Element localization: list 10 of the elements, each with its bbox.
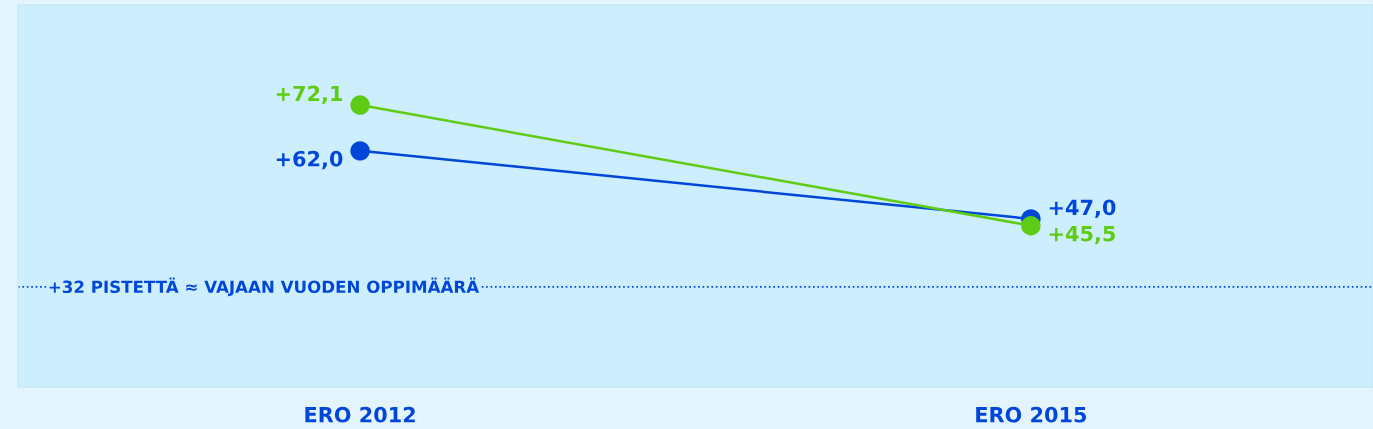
x-tick-label: ERO 2012 (305, 406, 415, 423)
data-label: +45,5 (1049, 225, 1115, 245)
x-tick-label: ERO 2015 (976, 406, 1087, 423)
data-label: +47,0 (1049, 199, 1116, 218)
data-label: +72,1 (276, 85, 343, 105)
point (350, 95, 370, 115)
point (1021, 215, 1041, 236)
ref-line-label: +32 PISTETTÄ ≈ VAJAAN VUODEN OPPIMÄÄRÄ (49, 277, 480, 297)
data-label: +62,0 (276, 150, 343, 170)
point (350, 141, 370, 161)
